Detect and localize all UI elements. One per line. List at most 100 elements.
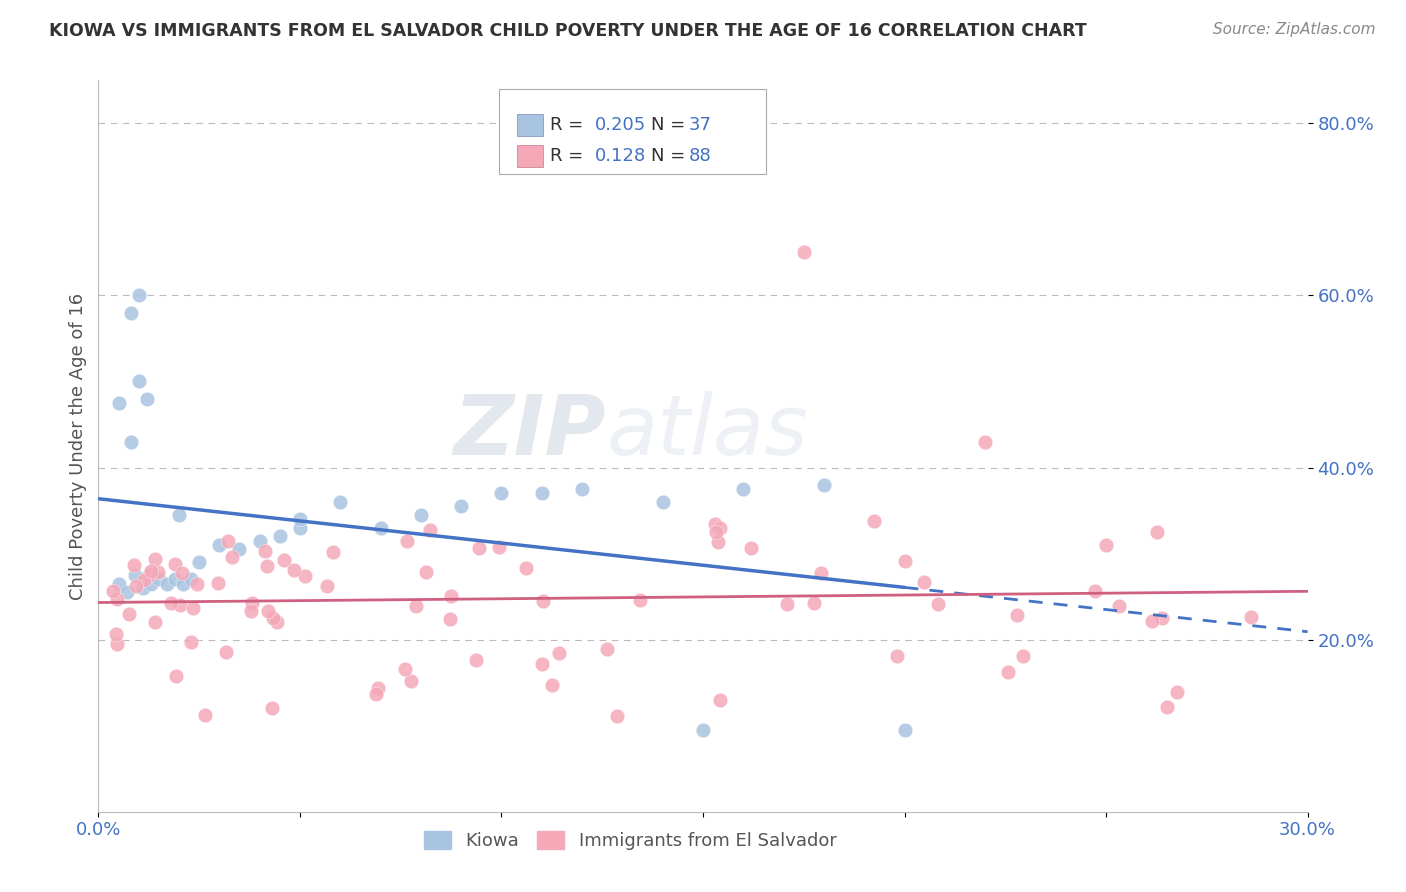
Point [733,482,755,496]
Point [148,566,170,580]
Point [143,552,166,566]
Point [239,604,262,618]
Point [863,514,886,528]
Point [134,574,156,588]
Point [249,533,271,548]
Point [1150,611,1173,625]
Point [439,612,461,626]
Point [548,646,571,660]
Point [139,576,162,591]
Point [105,627,128,641]
Point [1142,615,1164,629]
Text: N =: N = [651,147,685,165]
Point [221,549,243,564]
Point [894,554,917,568]
Point [704,517,727,532]
Point [135,392,157,406]
Point [628,593,651,607]
Point [450,500,472,514]
Point [170,566,193,580]
Text: atlas: atlas [606,391,808,472]
Point [257,604,280,618]
Point [273,553,295,567]
Point [912,574,935,589]
Point [128,375,150,389]
Text: 88: 88 [689,147,711,165]
Point [138,567,160,582]
Point [997,665,1019,679]
Point [120,434,142,449]
Point [810,566,832,580]
Point [927,597,949,611]
Point [194,708,217,723]
Point [370,521,392,535]
Point [1156,700,1178,714]
Point [269,529,291,543]
Point [294,569,316,583]
Point [775,597,797,611]
Point [1108,599,1130,613]
Point [132,581,155,595]
Point [240,596,263,610]
Text: 0.205: 0.205 [595,116,645,134]
Point [1166,685,1188,699]
Point [488,540,510,554]
Text: R =: R = [550,147,583,165]
Point [606,709,628,723]
Point [571,482,593,496]
Point [596,641,619,656]
Point [181,600,204,615]
Point [105,591,128,606]
Text: 37: 37 [689,116,711,134]
Point [1095,538,1118,552]
Point [366,687,388,701]
Point [540,678,562,692]
Point [367,681,389,695]
Point [125,579,148,593]
Point [262,610,284,624]
Point [180,573,202,587]
Point [148,573,170,587]
Point [419,523,441,537]
Point [803,597,825,611]
Point [531,594,554,608]
Text: N =: N = [651,116,685,134]
Point [260,700,283,714]
Point [256,558,278,573]
Text: Source: ZipAtlas.com: Source: ZipAtlas.com [1212,22,1375,37]
Point [530,486,553,500]
Point [172,576,194,591]
Point [118,607,141,622]
Point [886,649,908,664]
Text: KIOWA VS IMMIGRANTS FROM EL SALVADOR CHILD POVERTY UNDER THE AGE OF 16 CORRELATI: KIOWA VS IMMIGRANTS FROM EL SALVADOR CHI… [49,22,1087,40]
Point [329,495,352,509]
Point [465,653,488,667]
Point [128,288,150,302]
Point [1084,583,1107,598]
Point [1240,610,1263,624]
Point [228,542,250,557]
Point [101,584,124,599]
Point [515,561,537,575]
Point [1146,524,1168,539]
Y-axis label: Child Poverty Under the Age of 16: Child Poverty Under the Age of 16 [69,293,87,599]
Point [793,245,815,260]
Point [115,585,138,599]
Point [1011,648,1033,663]
Point [167,508,190,522]
Point [215,645,238,659]
Point [208,538,231,552]
Point [143,615,166,629]
Point [169,598,191,612]
Point [186,577,208,591]
Point [813,477,835,491]
Point [316,579,339,593]
Point [165,669,187,683]
Point [740,541,762,555]
Point [266,615,288,629]
Point [139,564,162,578]
Point [124,558,146,573]
Point [254,544,277,558]
Point [322,545,344,559]
Point [692,723,714,737]
